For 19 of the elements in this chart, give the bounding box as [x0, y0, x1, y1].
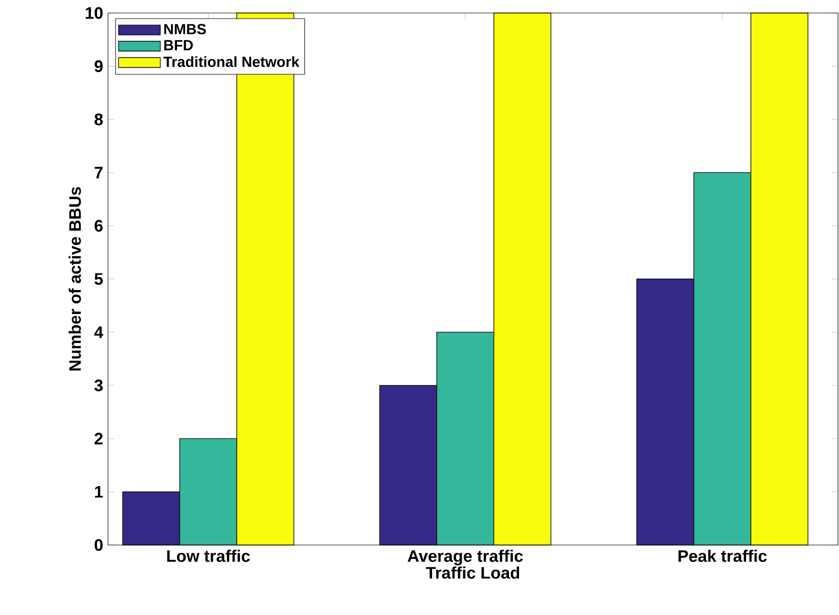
y-tick-label: 3 [94, 380, 103, 392]
y-tick-label: 0 [94, 539, 103, 551]
y-tick-label: 1 [95, 486, 103, 498]
y-tick-label: 5 [94, 273, 103, 285]
y-tick-label: 8 [94, 114, 103, 126]
legend-label: NMBS [164, 24, 206, 34]
y-tick-label: 2 [94, 432, 103, 444]
y-tick-label: 9 [94, 60, 103, 72]
y-tick-label: 6 [94, 220, 103, 232]
x-tick-label: Average traffic [408, 550, 523, 566]
legend-label: BFD [164, 40, 193, 50]
y-tick-label: 7 [94, 166, 103, 178]
y-tick-label: 4 [94, 326, 104, 338]
x-axis-title: Traffic Load [426, 566, 520, 579]
legend-label: Traditional Network [163, 56, 300, 68]
x-tick-label: Peak traffic [678, 550, 767, 562]
x-tick-label: Low traffic [167, 550, 250, 562]
y-axis-title: Number of active BBUs [68, 187, 81, 371]
y-tick-label: 10 [86, 7, 103, 19]
